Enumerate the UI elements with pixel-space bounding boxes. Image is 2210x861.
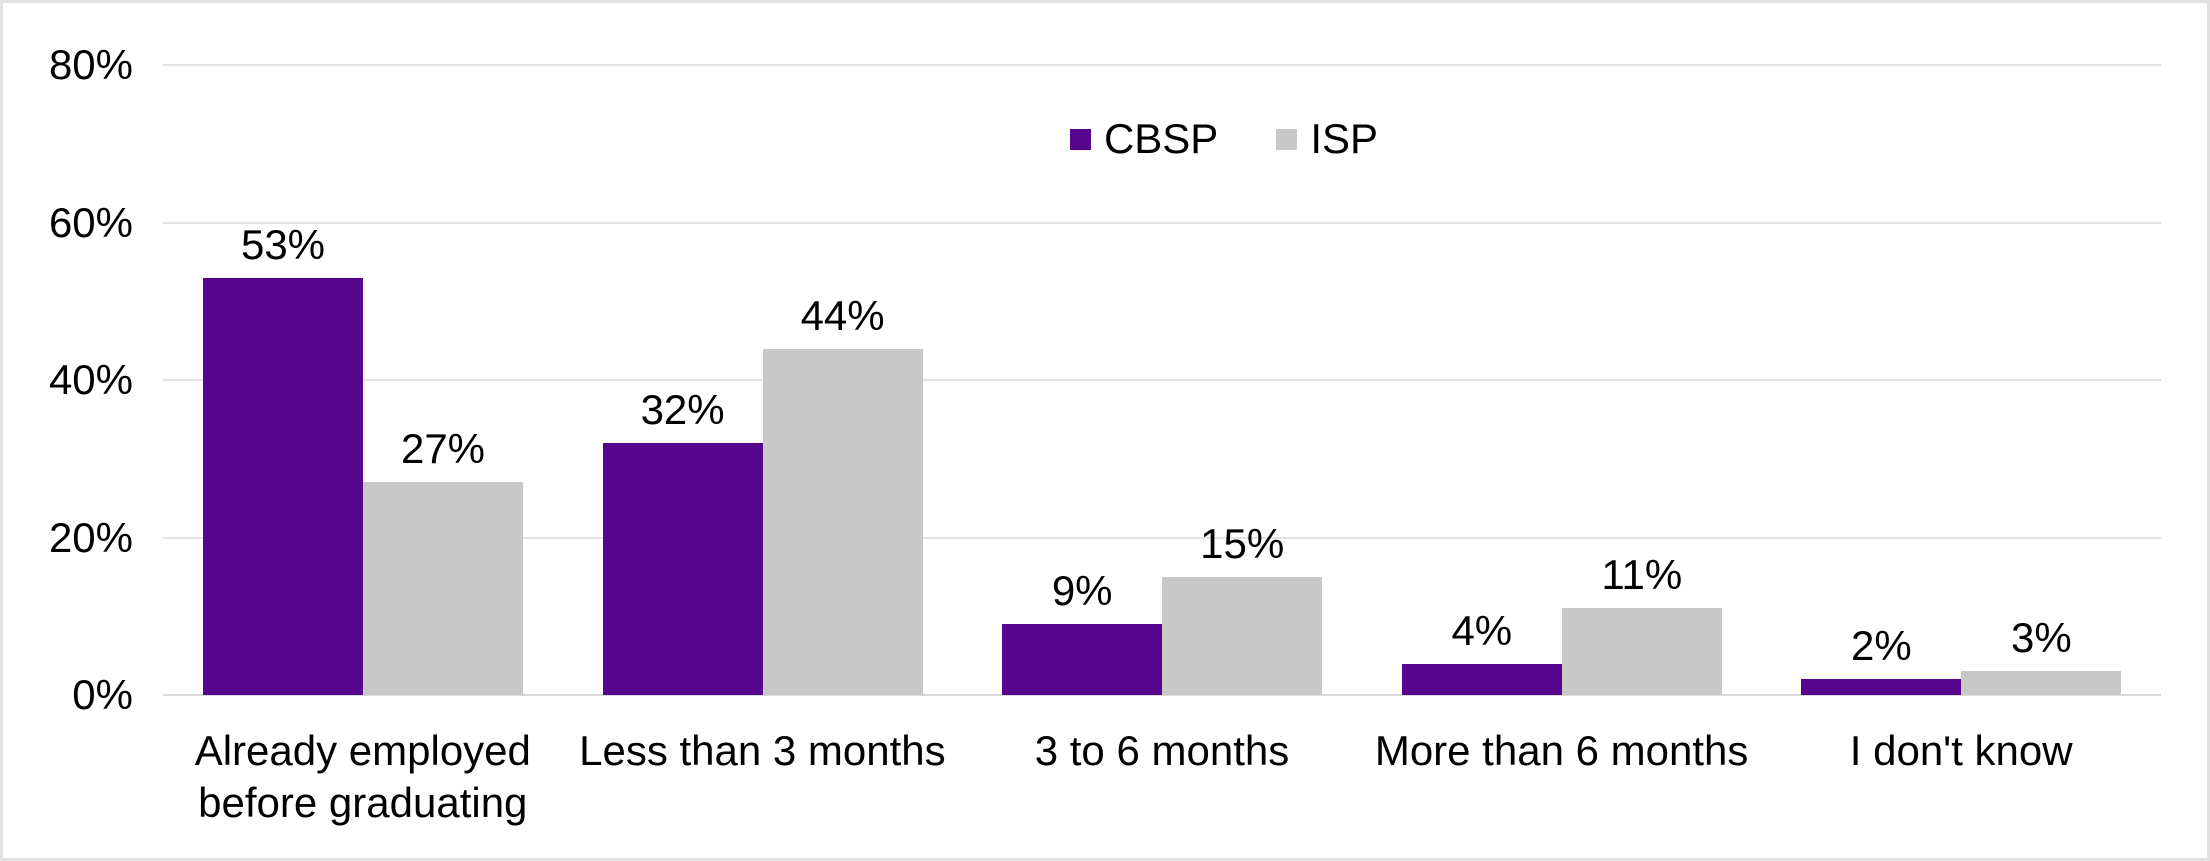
x-category-label: Already employed before graduating — [194, 727, 531, 826]
legend-swatch-icon — [1276, 128, 1298, 150]
y-tick-label: 60% — [48, 198, 133, 246]
bar-isp-5 — [1961, 671, 2122, 695]
legend-label: CBSP — [1103, 115, 1219, 162]
bar-cbsp-1 — [203, 277, 363, 695]
chart-legend: CBSP ISP — [225, 115, 2207, 163]
bar-value-label: 9% — [1051, 567, 1113, 615]
y-tick-label: 20% — [48, 513, 133, 561]
x-axis-line — [163, 694, 2161, 696]
legend-item-isp: ISP — [1276, 115, 1378, 163]
bar-cbsp-3 — [1002, 624, 1163, 695]
bar-isp-1 — [363, 482, 523, 695]
bar-value-label: 15% — [1200, 519, 1285, 567]
plot-area: 53% 27% 32% 44% 9% 15% 4% 11% 2% 3% — [163, 3, 2161, 696]
gridline — [163, 536, 2161, 539]
x-axis-labels: Already employed before graduating Less t… — [3, 725, 2207, 855]
bar-value-label: 53% — [240, 220, 326, 268]
bar-isp-4 — [1561, 608, 1722, 695]
x-category-label: I don't know — [1849, 727, 2073, 774]
bar-isp-3 — [1162, 576, 1323, 695]
y-tick-label: 80% — [48, 41, 133, 88]
y-axis-labels: 0% 20% 40% 60% 80% — [3, 3, 133, 716]
x-category-label: More than 6 months — [1374, 727, 1749, 774]
bar-cbsp-4 — [1401, 663, 1562, 695]
gridline — [163, 379, 2161, 381]
y-tick-label: 40% — [48, 356, 133, 403]
bar-value-label: 11% — [1601, 551, 1683, 599]
x-category-label: Less than 3 months — [579, 727, 946, 774]
bar-value-label: 3% — [2011, 614, 2072, 662]
gridline — [163, 64, 2161, 66]
bar-value-label: 2% — [1851, 622, 1912, 670]
bar-value-label: 44% — [800, 291, 885, 339]
legend-swatch-icon — [1069, 128, 1091, 150]
bar-cbsp-2 — [602, 443, 763, 695]
bar-isp-2 — [762, 348, 923, 695]
gridline — [163, 221, 2161, 224]
bar-cbsp-5 — [1801, 679, 1962, 695]
bar-value-label: 4% — [1451, 606, 1513, 654]
bar-value-label: 27% — [400, 425, 486, 473]
legend-item-cbsp: CBSP — [1069, 115, 1219, 163]
legend-label: ISP — [1310, 115, 1379, 162]
y-tick-label: 0% — [72, 671, 133, 718]
bar-value-label: 32% — [640, 386, 725, 433]
x-category-label: 3 to 6 months — [1034, 727, 1290, 774]
